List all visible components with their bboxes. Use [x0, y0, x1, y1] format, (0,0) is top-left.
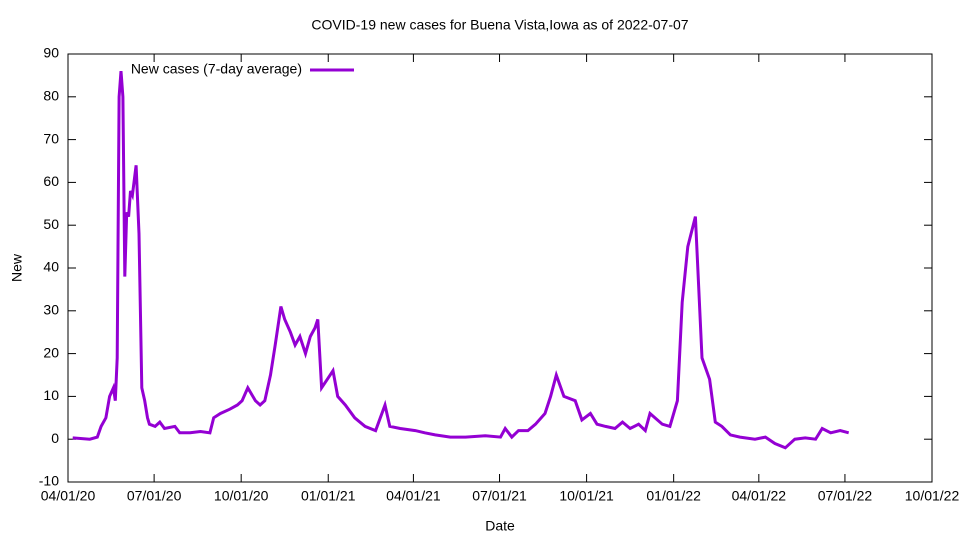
data-line	[72, 70, 850, 450]
x-tick-label: 10/01/20	[214, 488, 269, 504]
x-tick-label: 10/01/22	[905, 488, 960, 504]
chart-title: COVID-19 new cases for Buena Vista,Iowa …	[311, 17, 688, 33]
x-tick-label: 07/01/21	[472, 488, 527, 504]
x-axis-label: Date	[485, 518, 515, 534]
x-tick-label: 01/01/21	[301, 488, 356, 504]
y-tick-label: 90	[43, 45, 59, 61]
x-tick-label: 07/01/20	[127, 488, 182, 504]
x-tick-label: 04/01/22	[732, 488, 787, 504]
x-tick-label: 04/01/21	[386, 488, 441, 504]
y-tick-label: 20	[43, 344, 59, 360]
y-tick-label: 30	[43, 302, 59, 318]
y-tick-label: 50	[43, 216, 59, 232]
y-tick-label: 60	[43, 173, 59, 189]
y-tick-label: 40	[43, 259, 59, 275]
y-tick-label: 10	[43, 387, 59, 403]
plot-frame	[67, 53, 933, 483]
y-axis-label: New	[9, 253, 25, 282]
y-tick-label: 0	[51, 430, 59, 446]
x-tick-label: 01/01/22	[646, 488, 701, 504]
y-tick-label: 70	[43, 130, 59, 146]
x-tick-label: 07/01/22	[818, 488, 873, 504]
x-tick-label: 10/01/21	[559, 488, 614, 504]
legend-label: New cases (7-day average)	[131, 61, 302, 77]
y-tick-label: -10	[39, 473, 59, 489]
x-tick-label: 04/01/20	[41, 488, 96, 504]
y-tick-label: 80	[43, 88, 59, 104]
